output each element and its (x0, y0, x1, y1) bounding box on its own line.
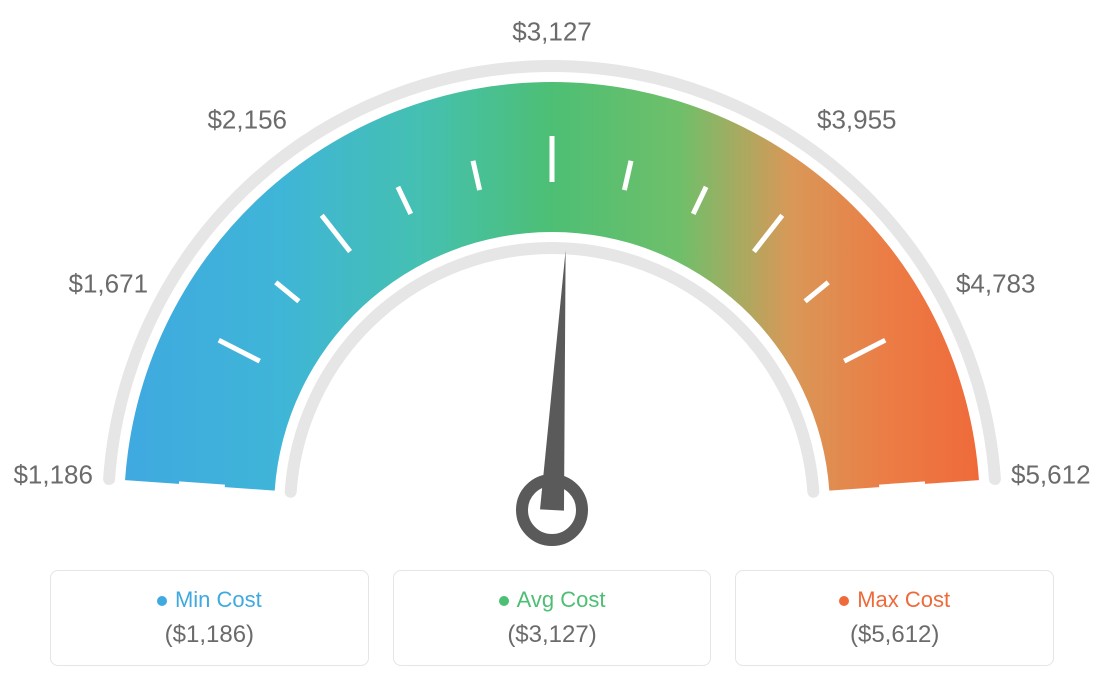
dot-icon (499, 596, 509, 606)
gauge-tick-label: $1,671 (69, 268, 149, 299)
legend-row: Min Cost ($1,186) Avg Cost ($3,127) Max … (0, 570, 1104, 666)
legend-card-max: Max Cost ($5,612) (735, 570, 1054, 666)
gauge-chart: $1,186 $1,671 $2,156 $3,127 $3,955 $4,783 $5,6… (0, 0, 1104, 560)
legend-title-avg: Avg Cost (414, 587, 691, 613)
dot-icon (839, 596, 849, 606)
legend-value-avg: ($3,127) (414, 621, 691, 649)
legend-title-text: Avg Cost (517, 587, 606, 612)
gauge-tick-label: $3,955 (817, 104, 897, 135)
gauge-tick-label: $4,783 (956, 268, 1036, 299)
legend-title-max: Max Cost (756, 587, 1033, 613)
legend-title-text: Min Cost (175, 587, 262, 612)
gauge-tick-label: $1,186 (13, 460, 93, 491)
gauge-tick-label: $5,612 (1011, 460, 1091, 491)
legend-value-min: ($1,186) (71, 621, 348, 649)
legend-card-avg: Avg Cost ($3,127) (393, 570, 712, 666)
legend-title-text: Max Cost (857, 587, 950, 612)
dot-icon (157, 596, 167, 606)
gauge-tick-label: $2,156 (207, 104, 287, 135)
legend-title-min: Min Cost (71, 587, 348, 613)
gauge-tick-label: $3,127 (512, 17, 592, 48)
legend-value-max: ($5,612) (756, 621, 1033, 649)
legend-card-min: Min Cost ($1,186) (50, 570, 369, 666)
gauge-svg (0, 0, 1104, 560)
